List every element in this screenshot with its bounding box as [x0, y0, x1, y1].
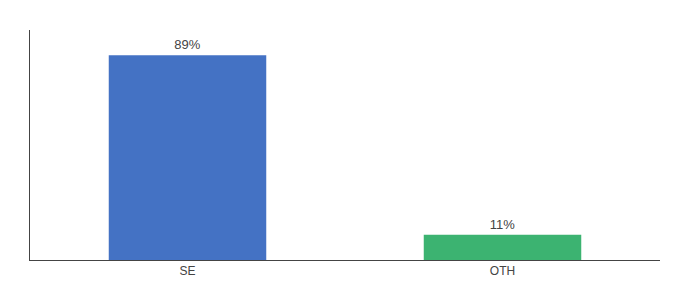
svg-text:89%: 89%	[174, 37, 200, 52]
svg-text:OTH: OTH	[490, 264, 515, 278]
svg-text:SE: SE	[179, 264, 195, 278]
svg-text:11%: 11%	[490, 217, 515, 232]
